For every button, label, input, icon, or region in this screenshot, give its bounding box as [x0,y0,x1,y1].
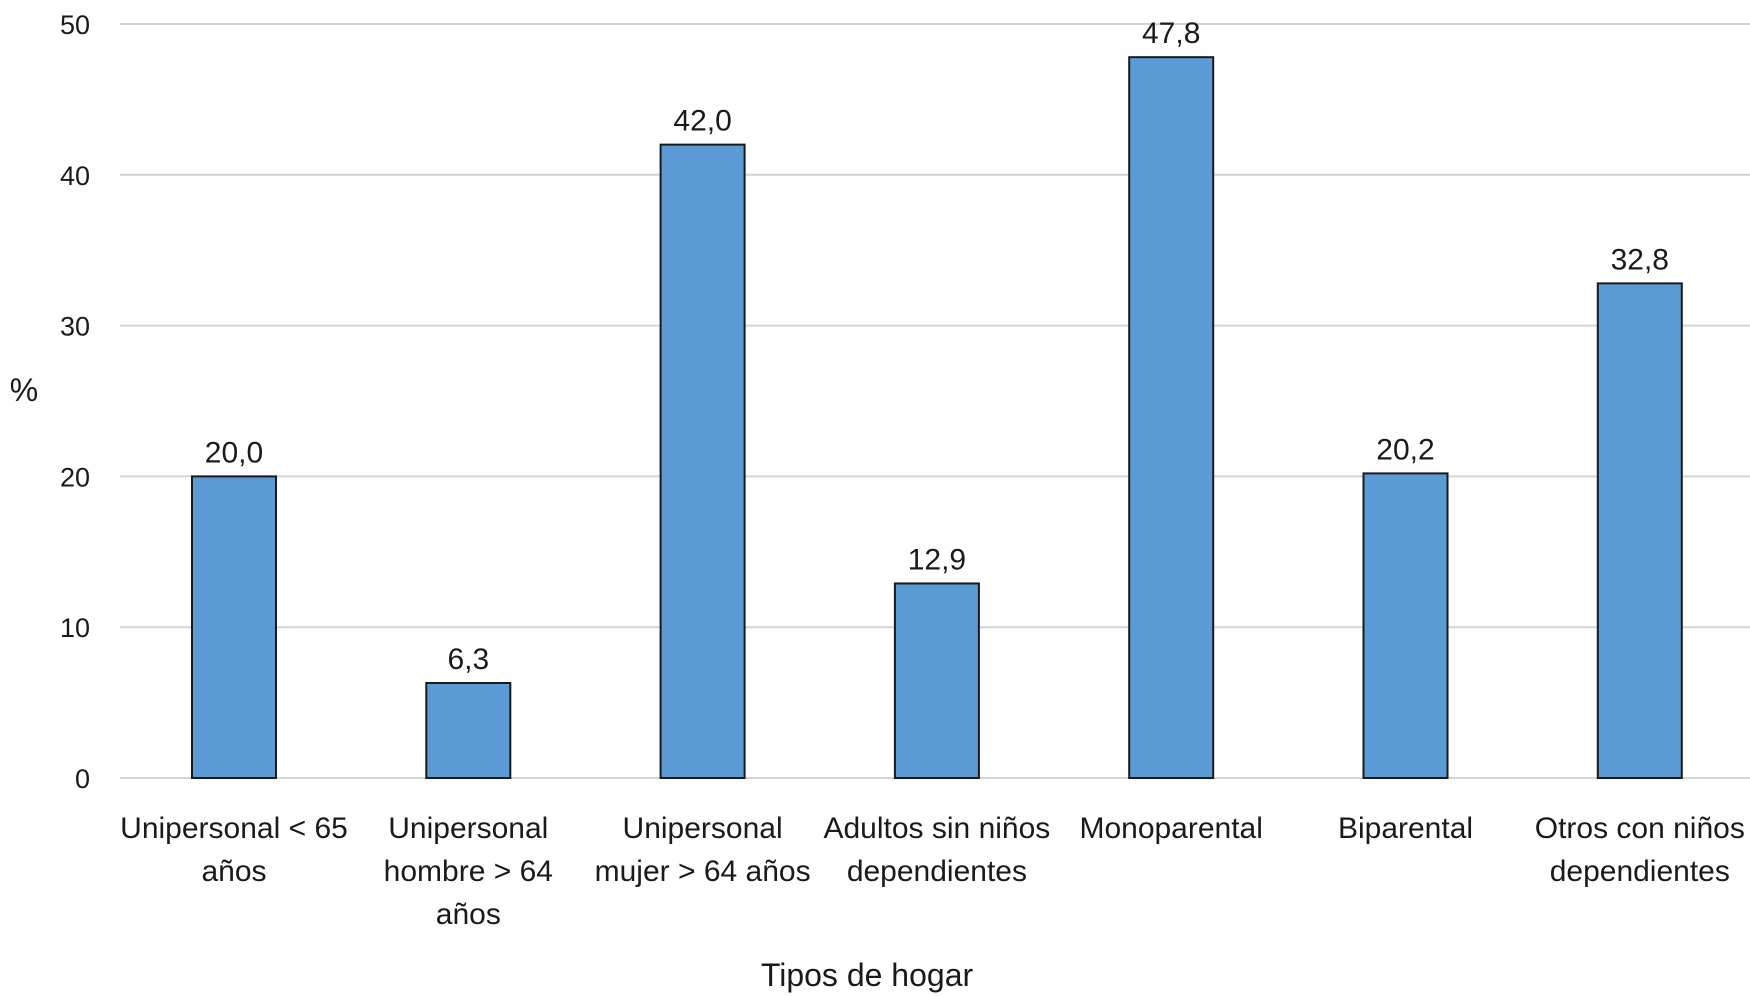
x-axis-title: Tipos de hogar [761,957,974,993]
bar [191,475,277,779]
bar [1128,56,1215,779]
bar [1362,472,1449,779]
y-tick-label: 30 [60,312,90,342]
y-axis-ticks: 0 10 20 30 40 50 [60,10,90,794]
bars [191,56,1683,780]
x-category-label: Adultos sin niños dependientes [823,812,1050,888]
x-category-label: Otros con niños dependientes [1535,812,1745,888]
gridlines [120,23,1750,779]
y-tick-label: 40 [60,161,90,191]
x-category-label: Biparental [1338,812,1473,845]
bar [1596,282,1683,779]
x-axis-category-labels: Unipersonal < 65 años Unipersonal hombre > … [120,812,1745,931]
data-label: 32,8 [1611,243,1669,276]
data-labels: 20,0 6,3 42,0 12,9 47,8 20,2 32,8 [205,17,1669,676]
x-category-label: Unipersonal < 65 años [120,812,348,888]
y-tick-label: 50 [60,10,90,40]
data-label: 42,0 [673,105,731,138]
data-label: 20,2 [1376,433,1434,466]
y-axis-title: % [10,372,38,408]
bar [425,681,512,779]
y-tick-label: 20 [60,462,90,492]
data-label: 20,0 [205,436,263,469]
data-label: 6,3 [447,643,489,676]
bar [659,143,746,779]
bar [893,582,980,780]
y-tick-label: 0 [75,764,90,794]
y-tick-label: 10 [60,613,90,643]
x-category-label: Unipersonal mujer > 64 años [595,812,811,888]
x-category-label: Monoparental [1079,812,1262,845]
data-label: 47,8 [1142,17,1200,50]
x-category-label: Unipersonal hombre > 64 años [384,812,553,931]
data-label: 12,9 [908,543,966,576]
